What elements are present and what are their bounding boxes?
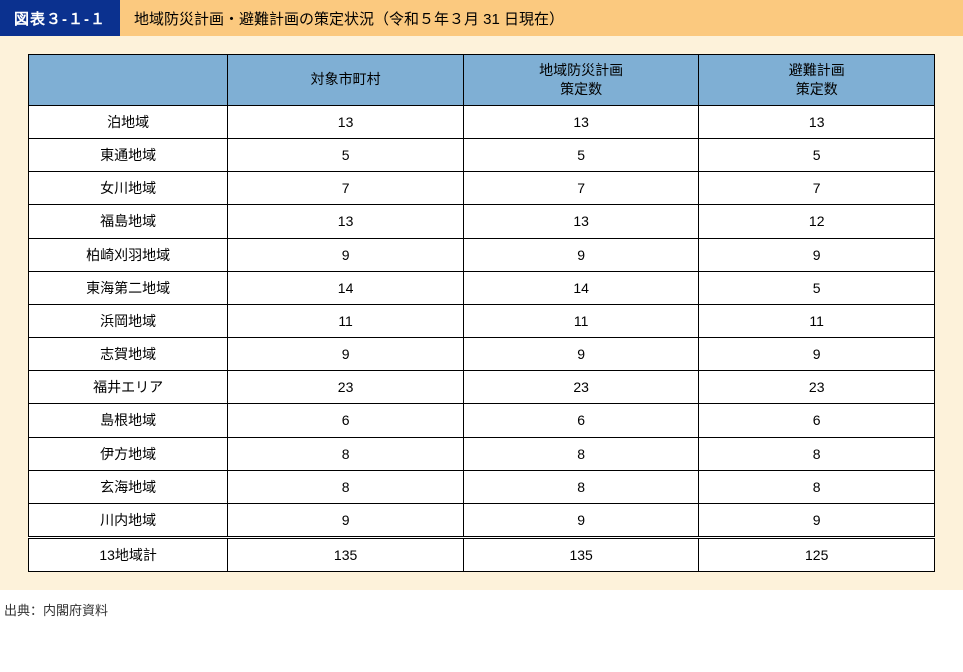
row-label: 柏崎刈羽地域: [29, 238, 228, 271]
table-row: 女川地域 7 7 7: [29, 172, 935, 205]
cell-evac: 9: [699, 338, 935, 371]
cell-target: 9: [228, 238, 464, 271]
table-row: 浜岡地域 11 11 11: [29, 304, 935, 337]
cell-disaster: 6: [463, 404, 699, 437]
table-row: 玄海地域 8 8 8: [29, 470, 935, 503]
table-row: 伊方地域 8 8 8: [29, 437, 935, 470]
cell-evac: 8: [699, 470, 935, 503]
cell-disaster: 23: [463, 371, 699, 404]
cell-target: 13: [228, 105, 464, 138]
row-label: 玄海地域: [29, 470, 228, 503]
cell-target: 14: [228, 271, 464, 304]
table-row: 島根地域 6 6 6: [29, 404, 935, 437]
cell-target: 8: [228, 437, 464, 470]
table-row: 柏崎刈羽地域 9 9 9: [29, 238, 935, 271]
cell-target: 5: [228, 138, 464, 171]
table-panel: 対象市町村 地域防災計画策定数 避難計画策定数 泊地域 13 13 13 東通地…: [0, 36, 963, 590]
cell-evac: 7: [699, 172, 935, 205]
figure-title: 地域防災計画・避難計画の策定状況（令和５年３月 31 日現在）: [120, 0, 963, 36]
row-label: 志賀地域: [29, 338, 228, 371]
page: 図表３-１-１ 地域防災計画・避難計画の策定状況（令和５年３月 31 日現在） …: [0, 0, 963, 619]
cell-target: 13: [228, 205, 464, 238]
table-row: 福島地域 13 13 12: [29, 205, 935, 238]
row-label: 浜岡地域: [29, 304, 228, 337]
cell-disaster-total: 135: [463, 538, 699, 572]
source-note: 出典：内閣府資料: [0, 590, 963, 619]
row-label-total: 13地域計: [29, 538, 228, 572]
row-label: 福島地域: [29, 205, 228, 238]
cell-target: 9: [228, 338, 464, 371]
col-header-blank: [29, 55, 228, 106]
cell-target: 6: [228, 404, 464, 437]
cell-target: 11: [228, 304, 464, 337]
cell-target: 9: [228, 504, 464, 538]
cell-evac: 23: [699, 371, 935, 404]
header-bar: 図表３-１-１ 地域防災計画・避難計画の策定状況（令和５年３月 31 日現在）: [0, 0, 963, 36]
cell-disaster: 9: [463, 238, 699, 271]
col-header-target: 対象市町村: [228, 55, 464, 106]
row-label: 東海第二地域: [29, 271, 228, 304]
cell-disaster: 14: [463, 271, 699, 304]
row-label: 女川地域: [29, 172, 228, 205]
table-row: 川内地域 9 9 9: [29, 504, 935, 538]
table-head: 対象市町村 地域防災計画策定数 避難計画策定数: [29, 55, 935, 106]
cell-evac: 6: [699, 404, 935, 437]
table-row: 志賀地域 9 9 9: [29, 338, 935, 371]
row-label: 伊方地域: [29, 437, 228, 470]
cell-evac: 13: [699, 105, 935, 138]
row-label: 泊地域: [29, 105, 228, 138]
cell-evac: 5: [699, 271, 935, 304]
cell-target: 7: [228, 172, 464, 205]
cell-disaster: 13: [463, 205, 699, 238]
cell-evac-total: 125: [699, 538, 935, 572]
table-body: 泊地域 13 13 13 東通地域 5 5 5 女川地域 7 7 7: [29, 105, 935, 572]
plan-status-table: 対象市町村 地域防災計画策定数 避難計画策定数 泊地域 13 13 13 東通地…: [28, 54, 935, 572]
cell-evac: 11: [699, 304, 935, 337]
figure-number-badge: 図表３-１-１: [0, 0, 120, 36]
cell-disaster: 8: [463, 470, 699, 503]
cell-disaster: 9: [463, 504, 699, 538]
table-row: 東海第二地域 14 14 5: [29, 271, 935, 304]
cell-target: 8: [228, 470, 464, 503]
cell-target-total: 135: [228, 538, 464, 572]
cell-evac: 12: [699, 205, 935, 238]
table-row: 東通地域 5 5 5: [29, 138, 935, 171]
col-header-evac-plan: 避難計画策定数: [699, 55, 935, 106]
row-label: 川内地域: [29, 504, 228, 538]
table-row: 福井エリア 23 23 23: [29, 371, 935, 404]
cell-disaster: 7: [463, 172, 699, 205]
cell-target: 23: [228, 371, 464, 404]
cell-disaster: 5: [463, 138, 699, 171]
row-label: 福井エリア: [29, 371, 228, 404]
cell-disaster: 8: [463, 437, 699, 470]
cell-disaster: 9: [463, 338, 699, 371]
table-total-row: 13地域計 135 135 125: [29, 538, 935, 572]
row-label: 東通地域: [29, 138, 228, 171]
cell-evac: 5: [699, 138, 935, 171]
row-label: 島根地域: [29, 404, 228, 437]
cell-disaster: 13: [463, 105, 699, 138]
col-header-disaster-plan: 地域防災計画策定数: [463, 55, 699, 106]
table-row: 泊地域 13 13 13: [29, 105, 935, 138]
header-row: 対象市町村 地域防災計画策定数 避難計画策定数: [29, 55, 935, 106]
cell-disaster: 11: [463, 304, 699, 337]
cell-evac: 9: [699, 238, 935, 271]
cell-evac: 8: [699, 437, 935, 470]
cell-evac: 9: [699, 504, 935, 538]
